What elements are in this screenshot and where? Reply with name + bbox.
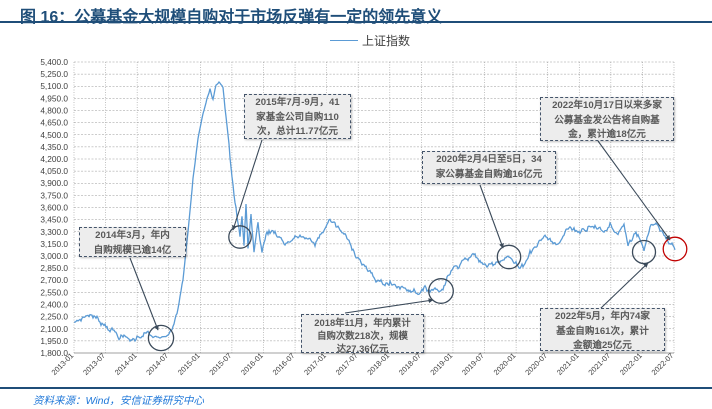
svg-text:4,500.0: 4,500.0	[40, 130, 68, 140]
svg-text:2,550.0: 2,550.0	[40, 287, 68, 297]
svg-text:4,050.0: 4,050.0	[40, 166, 68, 176]
svg-text:2015-01: 2015-01	[176, 351, 202, 377]
svg-text:2013-07: 2013-07	[81, 351, 107, 377]
svg-text:2021-01: 2021-01	[555, 351, 581, 377]
svg-text:2,400.0: 2,400.0	[40, 300, 68, 310]
svg-text:2019-01: 2019-01	[428, 351, 454, 377]
svg-text:2022-01: 2022-01	[618, 351, 644, 377]
svg-text:2018-07: 2018-07	[397, 351, 423, 377]
svg-text:2016-01: 2016-01	[239, 351, 265, 377]
svg-text:2016-07: 2016-07	[271, 351, 297, 377]
svg-text:2017-01: 2017-01	[302, 351, 328, 377]
svg-text:2015-07: 2015-07	[207, 351, 233, 377]
svg-text:4,800.0: 4,800.0	[40, 106, 68, 116]
svg-text:5,100.0: 5,100.0	[40, 81, 68, 91]
svg-text:4,200.0: 4,200.0	[40, 154, 68, 164]
svg-text:5,400.0: 5,400.0	[40, 57, 68, 67]
svg-text:2020-07: 2020-07	[523, 351, 549, 377]
svg-text:3,150.0: 3,150.0	[40, 239, 68, 249]
svg-text:2,850.0: 2,850.0	[40, 263, 68, 273]
svg-text:4,950.0: 4,950.0	[40, 93, 68, 103]
svg-text:2021-07: 2021-07	[586, 351, 612, 377]
svg-text:3,000.0: 3,000.0	[40, 251, 68, 261]
svg-text:3,750.0: 3,750.0	[40, 190, 68, 200]
svg-text:2014-07: 2014-07	[144, 351, 170, 377]
svg-text:3,300.0: 3,300.0	[40, 227, 68, 237]
svg-text:2,700.0: 2,700.0	[40, 275, 68, 285]
svg-text:5,250.0: 5,250.0	[40, 69, 68, 79]
svg-text:3,450.0: 3,450.0	[40, 215, 68, 225]
svg-text:2022-07: 2022-07	[650, 351, 676, 377]
svg-text:2014-01: 2014-01	[113, 351, 139, 377]
svg-text:3,600.0: 3,600.0	[40, 203, 68, 213]
svg-text:2019-07: 2019-07	[460, 351, 486, 377]
svg-text:2020-01: 2020-01	[492, 351, 518, 377]
svg-text:2,100.0: 2,100.0	[40, 324, 68, 334]
svg-text:2,250.0: 2,250.0	[40, 312, 68, 322]
svg-text:1,950.0: 1,950.0	[40, 336, 68, 346]
svg-text:4,350.0: 4,350.0	[40, 142, 68, 152]
svg-text:4,650.0: 4,650.0	[40, 118, 68, 128]
svg-text:3,900.0: 3,900.0	[40, 178, 68, 188]
